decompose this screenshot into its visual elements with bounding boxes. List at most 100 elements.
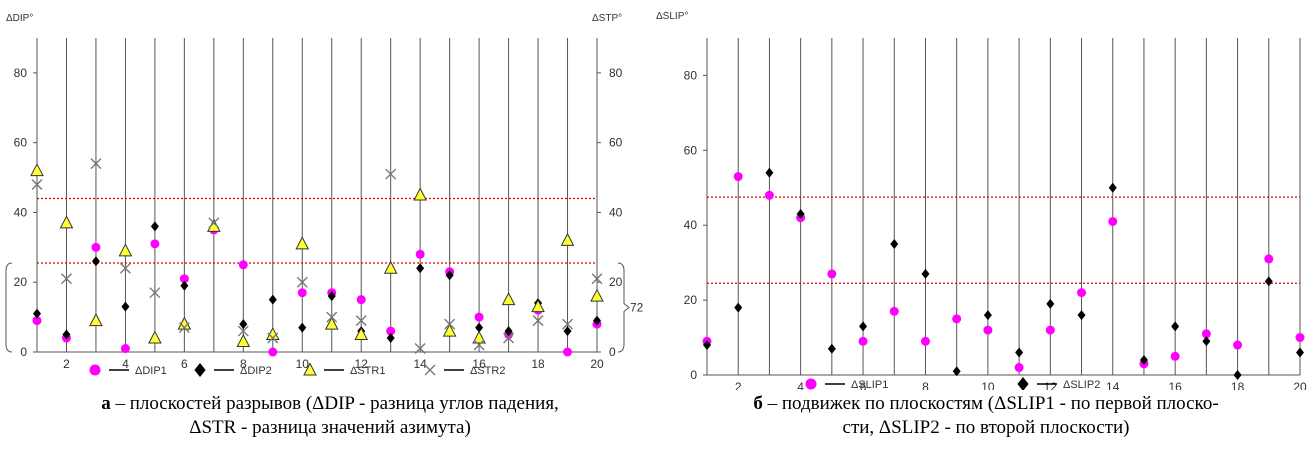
x-tick-label: 12 bbox=[1044, 380, 1058, 390]
data-point-ΔSTR2-11 bbox=[326, 311, 338, 323]
data-point-ΔSTR1-9 bbox=[265, 326, 280, 341]
data-point-ΔSLIP1-5 bbox=[827, 269, 837, 279]
x-tick-label: 12 bbox=[355, 357, 369, 371]
legend-marker-ΔSLIP2 bbox=[1017, 377, 1029, 390]
data-point-ΔSTR1-8 bbox=[236, 333, 251, 348]
data-point-ΔSTR2-4 bbox=[119, 262, 131, 274]
left-bracket bbox=[5, 262, 13, 353]
x-tick-label: 10 bbox=[981, 380, 995, 390]
data-point-ΔSTR2-18 bbox=[532, 315, 544, 327]
data-point-ΔDIP2-20 bbox=[593, 315, 601, 326]
data-point-ΔSTR2-19 bbox=[562, 318, 574, 330]
y-tick-label: 0 bbox=[20, 345, 27, 359]
data-point-ΔSLIP2-6 bbox=[859, 321, 868, 332]
data-point-ΔSTR1-4 bbox=[118, 243, 133, 257]
legend-label-ΔSLIP1: ΔSLIP1 bbox=[851, 379, 888, 390]
y2-tick-label: 0 bbox=[609, 345, 616, 359]
data-point-ΔSLIP1-9 bbox=[952, 314, 962, 324]
data-point-ΔSLIP1-10 bbox=[983, 325, 993, 335]
data-point-ΔDIP1-10 bbox=[297, 288, 307, 298]
series-ΔSTR1 bbox=[30, 162, 604, 348]
x-tick-label: 18 bbox=[1231, 380, 1245, 390]
data-point-ΔSLIP1-16 bbox=[1170, 351, 1180, 361]
chart-a: 0 20 40 60 80 0 20 40 60 80 2 4 6 8 10 12 14 16 18 20 ΔDIP° Δ… bbox=[5, 13, 644, 377]
data-point-ΔSTR1-18 bbox=[531, 299, 545, 313]
y2-axis-label: ΔSTP° bbox=[592, 13, 622, 24]
legend-marker-ΔSTR2 bbox=[424, 364, 436, 376]
plot-area: 0 20 40 60 80 2 4 6 8 10 12 14 16 18 20 ΔSLIP° bbox=[656, 11, 1307, 390]
data-point-ΔSLIP2-2 bbox=[734, 302, 743, 313]
series-ΔSLIP1 bbox=[702, 172, 1305, 373]
x-tick-label: 4 bbox=[122, 357, 129, 371]
x-tick-label: 14 bbox=[413, 357, 427, 371]
data-point-ΔDIP1-1 bbox=[32, 316, 42, 326]
data-point-ΔSTR1-3 bbox=[89, 313, 103, 327]
y-tick-label: 60 bbox=[14, 136, 28, 150]
bracket-label: 72 bbox=[630, 301, 644, 315]
legend-marker-ΔSTR1 bbox=[303, 362, 317, 376]
series-ΔSTR2 bbox=[31, 158, 603, 355]
data-point-ΔSTR1-10 bbox=[295, 236, 310, 250]
data-point-ΔDIP1-5 bbox=[150, 239, 160, 249]
y2-tick-label: 80 bbox=[609, 66, 623, 80]
data-point-ΔDIP2-16 bbox=[475, 322, 484, 333]
data-point-ΔDIP2-19 bbox=[563, 326, 572, 337]
data-point-ΔSLIP1-7 bbox=[889, 306, 899, 316]
data-point-ΔSTR1-12 bbox=[354, 326, 369, 341]
data-point-ΔSTR1-19 bbox=[560, 232, 575, 246]
legend-marker-ΔSLIP1 bbox=[805, 378, 817, 390]
x-tick-label: 8 bbox=[240, 357, 247, 371]
series-ΔDIP1 bbox=[32, 225, 602, 357]
data-point-ΔSTR2-20 bbox=[591, 273, 603, 285]
y2-tick-label: 60 bbox=[609, 136, 623, 150]
data-point-ΔSLIP2-11 bbox=[1015, 347, 1024, 358]
y-axis-label: ΔDIP° bbox=[6, 13, 33, 24]
data-point-ΔDIP2-14 bbox=[416, 263, 425, 274]
legend-label-ΔDIP2: ΔDIP2 bbox=[240, 365, 272, 377]
data-point-ΔSTR2-7 bbox=[208, 217, 220, 229]
x-tick-label: 8 bbox=[922, 380, 929, 390]
data-point-ΔSTR2-12 bbox=[355, 315, 367, 327]
data-point-ΔDIP2-4 bbox=[121, 301, 130, 312]
data-point-ΔSTR2-5 bbox=[149, 287, 161, 299]
data-point-ΔSLIP1-12 bbox=[1045, 325, 1055, 335]
legend: ΔSLIP1 ΔSLIP2 bbox=[805, 377, 1100, 390]
caption-a-letter: а bbox=[101, 393, 111, 414]
legend-marker-ΔDIP2 bbox=[194, 363, 206, 377]
data-point-ΔSTR1-2 bbox=[59, 215, 74, 229]
data-point-ΔSLIP2-18 bbox=[1233, 370, 1242, 380]
y-tick-label: 80 bbox=[684, 68, 698, 82]
data-point-ΔSLIP2-7 bbox=[890, 238, 899, 249]
data-point-ΔSLIP1-2 bbox=[733, 172, 743, 182]
data-point-ΔSTR1-1 bbox=[30, 162, 44, 177]
data-point-ΔSLIP2-4 bbox=[796, 208, 805, 219]
data-point-ΔSTR2-13 bbox=[385, 168, 397, 180]
data-point-ΔDIP2-15 bbox=[445, 270, 454, 281]
series-ΔDIP2 bbox=[33, 221, 601, 344]
x-tick-label: 16 bbox=[472, 357, 486, 371]
data-point-ΔDIP2-10 bbox=[298, 322, 307, 333]
data-point-ΔSTR2-3 bbox=[90, 158, 102, 170]
data-point-ΔSTR1-16 bbox=[472, 330, 486, 344]
y-tick-label: 60 bbox=[684, 143, 698, 157]
data-point-ΔSTR2-2 bbox=[60, 273, 72, 285]
data-point-ΔSTR1-5 bbox=[148, 330, 162, 344]
data-point-ΔSLIP1-13 bbox=[1077, 288, 1087, 298]
y-tick-label: 40 bbox=[14, 205, 28, 219]
y-tick-label: 40 bbox=[684, 218, 698, 232]
data-point-ΔSLIP1-3 bbox=[764, 190, 774, 200]
data-point-ΔDIP2-2 bbox=[62, 329, 71, 340]
data-point-ΔSTR2-6 bbox=[178, 322, 190, 334]
data-point-ΔSTR2-16 bbox=[473, 339, 485, 351]
x-tick-label: 18 bbox=[531, 357, 545, 371]
data-point-ΔSLIP2-14 bbox=[1108, 182, 1117, 193]
data-point-ΔSTR1-15 bbox=[442, 323, 457, 337]
caption-b-line1: б – подвижек по плоскостям (ΔSLIP1 - по … bbox=[686, 392, 1286, 416]
data-point-ΔSLIP2-19 bbox=[1264, 276, 1273, 287]
data-point-ΔSLIP2-9 bbox=[952, 366, 961, 377]
data-point-ΔSLIP2-5 bbox=[827, 343, 836, 354]
caption-a: а – плоскостей разрывов (ΔDIP - разница … bbox=[30, 392, 630, 440]
data-point-ΔSTR1-17 bbox=[501, 292, 516, 306]
data-point-ΔSTR1-13 bbox=[383, 260, 398, 274]
data-point-ΔSLIP2-10 bbox=[983, 310, 992, 321]
